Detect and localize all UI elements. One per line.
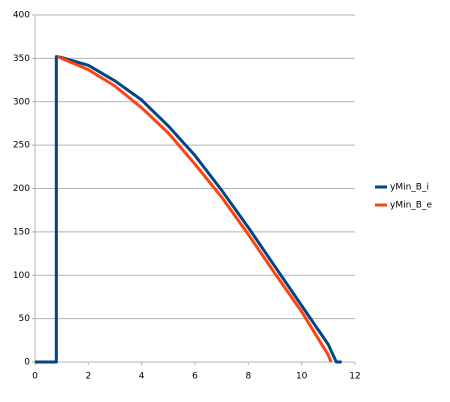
x-tick-label: 0 [32, 372, 38, 382]
y-tick-label: 0 [24, 358, 30, 368]
y-tick-label: 100 [13, 271, 30, 281]
x-tick-label: 10 [296, 372, 308, 382]
y-tick-label: 350 [13, 54, 30, 64]
y-tick-label: 50 [19, 314, 31, 324]
legend-label: yMin_B_i [390, 183, 429, 193]
x-tick-label: 6 [192, 372, 198, 382]
x-tick-label: 4 [139, 372, 145, 382]
y-tick-label: 400 [13, 11, 30, 21]
x-tick-label: 12 [349, 372, 360, 382]
y-tick-label: 200 [13, 184, 30, 194]
y-tick-label: 250 [13, 141, 30, 151]
x-tick-label: 8 [245, 372, 251, 382]
y-tick-label: 300 [13, 97, 30, 107]
series-line [57, 55, 333, 363]
legend-label: yMin_B_e [390, 201, 432, 211]
x-tick-label: 2 [85, 372, 91, 382]
y-tick-label: 150 [13, 227, 30, 237]
series-line [35, 55, 342, 364]
